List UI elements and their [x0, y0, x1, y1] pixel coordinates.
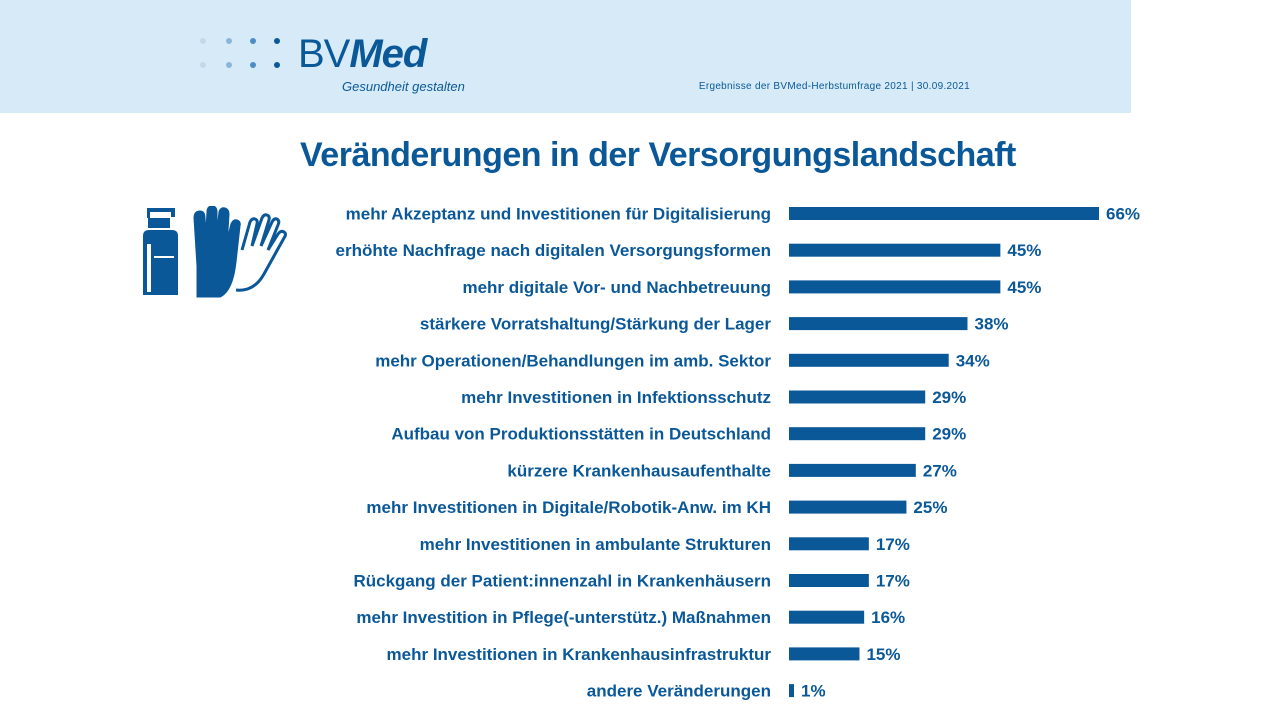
value-label: 27% — [923, 461, 957, 480]
survey-meta: Ergebnisse der BVMed-Herbstumfrage 2021 … — [698, 81, 970, 92]
bar — [789, 317, 968, 331]
value-label: 29% — [932, 425, 966, 444]
value-label: 17% — [876, 572, 910, 591]
category-label: mehr Akzeptanz und Investitionen für Dig… — [346, 205, 771, 224]
bar — [789, 537, 869, 551]
value-label: 1% — [801, 682, 826, 701]
category-label: Rückgang der Patient:innenzahl in Kranke… — [353, 572, 771, 591]
bar — [789, 500, 907, 514]
bar — [789, 427, 926, 441]
category-label: Aufbau von Produktionsstätten in Deutsch… — [391, 425, 771, 444]
logo-text-bold: Med — [349, 32, 427, 76]
value-label: 34% — [956, 351, 990, 370]
logo-tagline: Gesundheit gestalten — [342, 79, 465, 94]
icons-group — [140, 205, 290, 303]
category-label: mehr Operationen/Behandlungen im amb. Se… — [375, 351, 771, 370]
value-label: 16% — [871, 608, 905, 627]
logo: BVMed — [298, 32, 427, 76]
bar — [789, 243, 1001, 257]
bar — [789, 684, 794, 698]
category-label: kürzere Krankenhausaufenthalte — [507, 461, 771, 480]
bar — [789, 574, 869, 587]
value-label: 66% — [1106, 205, 1140, 224]
category-label: mehr Investitionen in Infektionsschutz — [461, 388, 771, 407]
bar — [789, 280, 1001, 294]
category-label: mehr Investitionen in Krankenhausinfrast… — [387, 645, 772, 664]
category-label: mehr Investitionen in Digitale/Robotik-A… — [366, 498, 771, 517]
category-label: mehr Investitionen in ambulante Struktur… — [420, 535, 771, 554]
value-label: 38% — [974, 315, 1008, 334]
category-label: mehr digitale Vor- und Nachbetreuung — [462, 278, 771, 297]
bar — [789, 353, 949, 367]
value-label: 25% — [913, 498, 947, 517]
category-label: andere Veränderungen — [587, 682, 771, 701]
category-label: stärkere Vorratshaltung/Stärkung der Lag… — [420, 315, 772, 334]
bar — [789, 207, 1099, 220]
gloves-icon — [193, 205, 287, 298]
value-label: 15% — [866, 645, 900, 664]
category-label: erhöhte Nachfrage nach digitalen Versorg… — [336, 241, 771, 260]
bar — [789, 610, 865, 624]
chart-title: Veränderungen in der Versorgungslandscha… — [300, 136, 1016, 174]
value-label: 45% — [1007, 278, 1041, 297]
bar — [789, 463, 916, 477]
value-label: 29% — [932, 388, 966, 407]
hand-sanitizer-icon — [143, 208, 178, 295]
bar — [789, 390, 926, 404]
value-label: 17% — [876, 535, 910, 554]
header-band: BVMed Gesundheit gestalten Ergebnisse de… — [0, 0, 1131, 113]
category-label: mehr Investition in Pflege(-unterstütz.)… — [356, 608, 771, 627]
logo-dots — [200, 38, 290, 72]
value-label: 45% — [1007, 241, 1041, 260]
logo-text-regular: BV — [298, 32, 350, 76]
bar — [789, 647, 860, 661]
